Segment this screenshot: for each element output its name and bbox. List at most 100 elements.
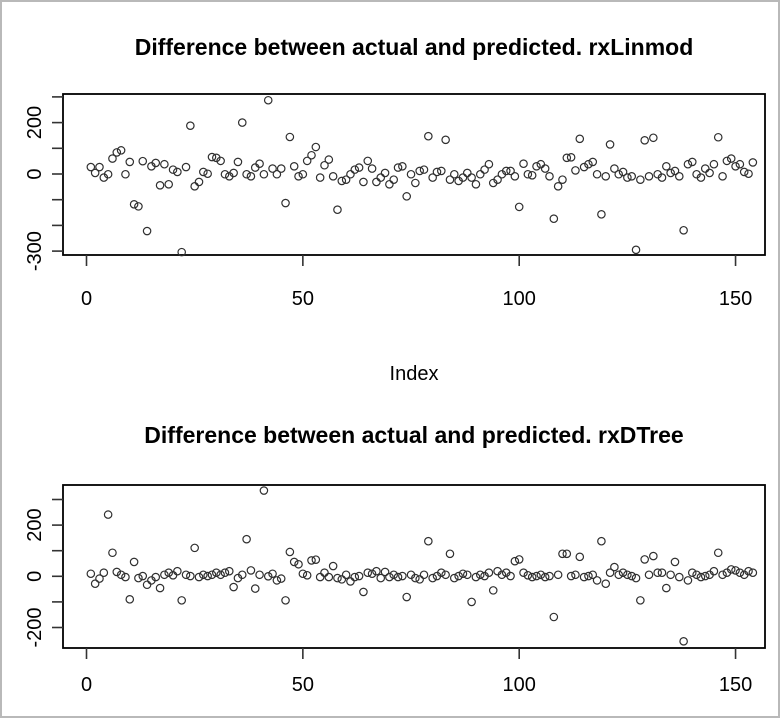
data-point	[514, 202, 524, 212]
data-point	[259, 486, 269, 495]
data-point	[662, 161, 671, 171]
data-point	[160, 570, 169, 580]
data-point	[692, 570, 701, 580]
data-point	[610, 164, 619, 173]
data-point	[519, 568, 528, 578]
data-point	[579, 162, 589, 172]
data-point	[233, 157, 243, 167]
data-point	[523, 169, 533, 179]
data-point	[203, 169, 212, 179]
data-point	[229, 582, 238, 592]
data-point	[584, 159, 593, 169]
data-point	[458, 173, 468, 182]
data-point	[419, 570, 429, 580]
data-point	[302, 570, 312, 580]
data-point	[406, 169, 416, 179]
data-point	[705, 168, 714, 178]
data-point	[614, 570, 624, 580]
data-point	[623, 570, 632, 580]
data-point	[164, 179, 174, 189]
x-tick-label: 100	[503, 674, 536, 696]
data-point	[298, 169, 308, 179]
data-point	[700, 571, 710, 581]
data-point	[90, 579, 100, 589]
data-point	[566, 152, 576, 162]
data-point	[627, 571, 637, 581]
data-point	[95, 574, 104, 583]
data-point	[432, 167, 442, 177]
data-point	[268, 569, 277, 579]
data-point	[220, 568, 230, 578]
data-point	[735, 159, 745, 169]
data-point	[636, 175, 645, 184]
data-point	[138, 156, 148, 166]
data-point	[168, 570, 178, 580]
data-point	[302, 156, 312, 166]
data-point	[437, 568, 446, 578]
data-point	[527, 170, 537, 180]
data-point	[558, 549, 567, 559]
data-point	[571, 570, 580, 580]
data-point	[445, 175, 455, 184]
data-point	[224, 566, 234, 576]
data-point	[255, 159, 264, 169]
data-point	[588, 157, 598, 167]
data-point	[90, 168, 100, 178]
chart-title-rxlinmod: Difference between actual and predicted.…	[135, 34, 694, 60]
data-point	[173, 566, 182, 576]
data-point	[311, 555, 321, 564]
data-point	[346, 169, 355, 179]
data-point	[315, 572, 325, 582]
data-point	[627, 172, 637, 181]
data-point	[709, 159, 719, 169]
data-point	[649, 133, 658, 143]
rxlinmod-plot-area: 0 50 100 150 200 0 -300	[24, 93, 766, 310]
data-point	[199, 167, 208, 177]
data-point	[129, 557, 139, 567]
data-point	[324, 155, 334, 164]
data-point	[341, 570, 351, 580]
data-point	[151, 572, 161, 582]
data-point	[380, 168, 390, 178]
data-point	[411, 178, 420, 188]
data-point	[631, 245, 641, 255]
data-point	[731, 161, 740, 171]
data-point	[307, 150, 316, 160]
data-point	[670, 557, 680, 567]
x-tick-label: 150	[719, 674, 752, 696]
data-point	[575, 134, 585, 144]
data-point	[337, 176, 347, 186]
data-point	[160, 159, 169, 169]
data-point	[713, 548, 723, 558]
data-point	[181, 162, 191, 172]
data-point	[294, 172, 303, 181]
data-point	[462, 168, 472, 178]
data-point	[246, 172, 256, 181]
data-point	[99, 568, 109, 578]
data-point	[553, 182, 563, 191]
data-point	[389, 175, 399, 184]
data-point	[640, 555, 649, 564]
data-point	[393, 572, 403, 582]
data-point	[190, 543, 199, 553]
data-point	[618, 568, 628, 578]
data-point	[103, 169, 113, 179]
data-point	[674, 172, 684, 181]
data-point	[359, 177, 368, 187]
data-point	[683, 576, 693, 585]
data-point	[263, 95, 273, 105]
data-point	[424, 131, 433, 141]
data-point	[579, 572, 589, 582]
data-point	[597, 536, 606, 546]
data-point	[134, 573, 143, 583]
data-point	[341, 175, 351, 184]
data-point	[605, 568, 615, 578]
data-point	[605, 140, 615, 149]
data-point	[687, 157, 697, 167]
data-point	[506, 571, 515, 581]
data-point	[540, 164, 550, 173]
data-point	[237, 118, 247, 127]
data-point	[726, 565, 736, 574]
y-tick-label: -300	[24, 231, 46, 271]
data-point	[289, 557, 299, 567]
